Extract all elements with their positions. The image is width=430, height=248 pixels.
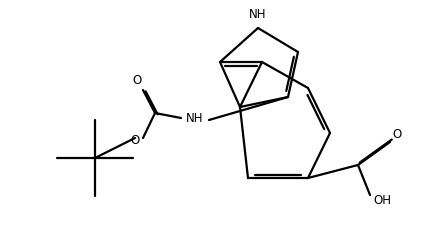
Text: O: O	[391, 128, 401, 142]
Text: OH: OH	[372, 193, 390, 207]
Text: NH: NH	[186, 112, 203, 124]
Text: NH: NH	[249, 7, 266, 21]
Text: O: O	[130, 133, 139, 147]
Text: O: O	[132, 73, 141, 87]
